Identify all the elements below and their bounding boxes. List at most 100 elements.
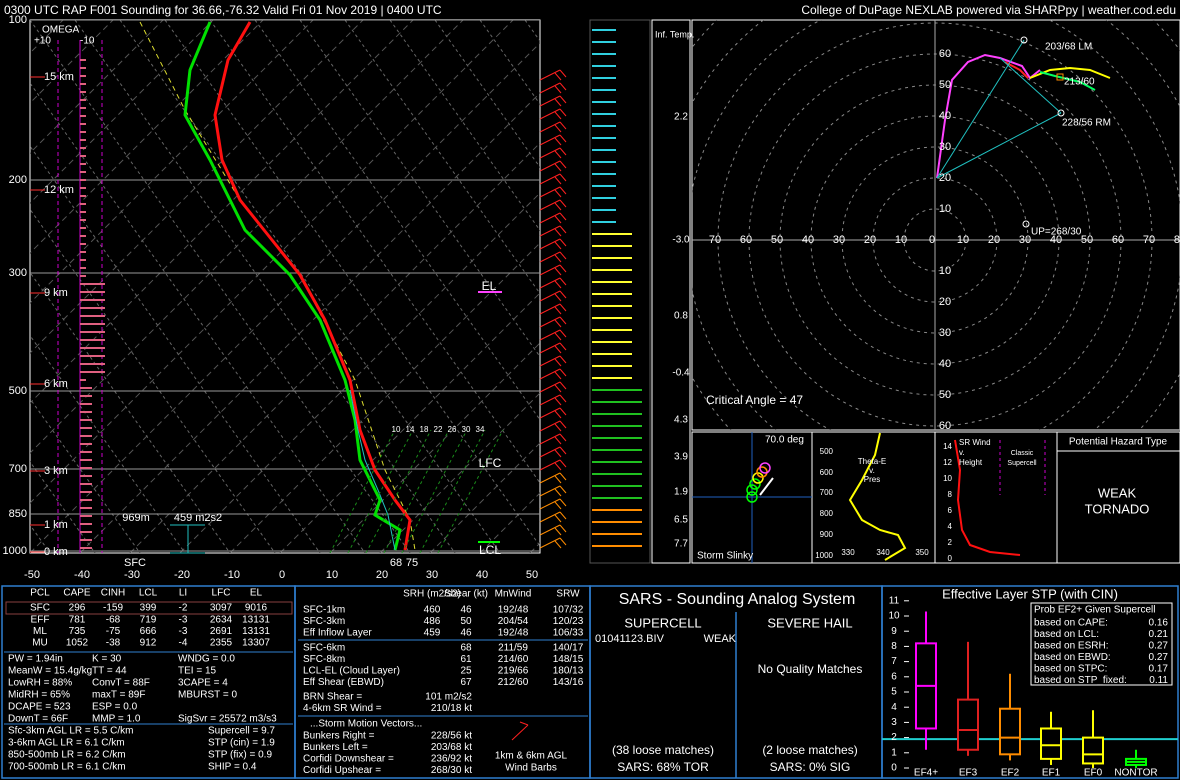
line (539, 329, 561, 341)
line (554, 436, 562, 445)
stp-xlabel: EF1 (1042, 768, 1061, 779)
line (554, 540, 562, 549)
hodo-xlabel: 50 (771, 234, 783, 246)
thermo-cell: 2355 (210, 638, 233, 649)
line (539, 212, 561, 224)
barb-caption: Wind Barbs (505, 763, 557, 774)
hodo-xlabel: 80 (1174, 234, 1180, 246)
index: K = 30 (92, 654, 122, 665)
line (936, 112, 1062, 179)
slinky-ring (759, 462, 771, 474)
line (254, 20, 540, 421)
line (559, 368, 567, 377)
temp-label: 20 (376, 569, 388, 581)
hodo-xlabel: 60 (1112, 234, 1124, 246)
stp-ytick: 6 (891, 671, 897, 682)
thermo-header: LFC (212, 588, 231, 599)
line (559, 225, 567, 234)
line (347, 429, 414, 553)
motion: Corfidi Downshear = (303, 754, 394, 765)
thermo-cell: -2 (179, 603, 188, 614)
kin-brn: 4-6km SR Wind = (303, 703, 382, 714)
title: 0300 UTC RAP F001 Sounding for 36.66,-76… (4, 3, 442, 17)
thermo-cell: 912 (140, 638, 157, 649)
line (119, 20, 501, 553)
kin-cell: 68 (460, 643, 472, 654)
inftemp-label: 6.5 (674, 515, 688, 526)
line (539, 199, 561, 211)
motion: 268/30 kt (431, 765, 472, 776)
wetbulb-label: 34 (476, 425, 485, 434)
line (554, 319, 562, 328)
profile (139, 21, 416, 551)
line (179, 192, 540, 553)
profile (848, 432, 907, 561)
line (79, 92, 540, 553)
line (554, 137, 562, 146)
inftemp-label: 1.9 (674, 487, 688, 498)
line (539, 537, 561, 549)
hodo-ylabel: 60 (939, 420, 951, 432)
omega-title: OMEGA (42, 25, 80, 36)
slinky-ring (749, 478, 761, 490)
sars-match: 01041123.BIV (595, 633, 665, 645)
kin-brn: 101 m2/s2 (425, 692, 472, 703)
sars-sig: SARS: 0% SIG (770, 760, 851, 774)
line (554, 384, 562, 393)
motion: Bunkers Right = (303, 731, 375, 742)
line (559, 485, 567, 494)
stp-ytick: 9 (891, 626, 897, 637)
kin-cell: 50 (460, 616, 472, 627)
line (559, 459, 567, 468)
line (401, 429, 468, 553)
stp-ytick: 10 (888, 611, 900, 622)
index: TEI = 15 (178, 666, 217, 677)
legend-value: 0.16 (1149, 618, 1169, 629)
line (554, 332, 562, 341)
line (559, 355, 567, 364)
thermo-cell: -3 (179, 626, 188, 637)
line (539, 95, 561, 107)
line (554, 267, 562, 276)
hazard-title: Potential Hazard Type (1069, 437, 1168, 448)
thermo-cell: -4 (179, 638, 188, 649)
kin-cell: 140/17 (553, 643, 584, 654)
sars-loose: (38 loose matches) (612, 743, 714, 757)
hodo-plot (692, 20, 1180, 430)
thermo-cell: 666 (140, 626, 157, 637)
hodo-frame (691, 19, 1180, 431)
line (554, 111, 562, 120)
line (554, 176, 562, 185)
line (299, 20, 540, 358)
line (999, 57, 1062, 114)
line (539, 251, 561, 263)
kin-cell: LCL-EL (Cloud Layer) (303, 666, 400, 677)
line (539, 394, 561, 406)
hodo-ylabel: 40 (939, 358, 951, 370)
line (539, 316, 561, 328)
hodo-marker (1022, 220, 1030, 228)
wetbulb-label: 18 (420, 425, 429, 434)
height-label: 0 km (44, 546, 68, 558)
line (559, 147, 567, 156)
line (554, 72, 562, 81)
line (554, 98, 562, 107)
wetbulb-label: 22 (434, 425, 443, 434)
hodo-ylabel: 50 (939, 79, 951, 91)
line (559, 498, 567, 507)
line (554, 462, 562, 471)
srwind-ylabel: 14 (943, 442, 952, 451)
stp-ytick: 7 (891, 656, 897, 667)
index: MBURST = 0 (178, 690, 237, 701)
thetae-ylabel: 1000 (815, 551, 833, 560)
eff-srh: 459 m2s2 (174, 512, 222, 524)
el-label: EL (482, 279, 497, 293)
hodo-ylabel: 30 (939, 141, 951, 153)
index: PW = 1.94in (8, 654, 63, 665)
thermo-cell: 13131 (242, 626, 270, 637)
line (539, 420, 561, 432)
srwind-tag: Supercell (1007, 460, 1037, 467)
index: MeanW = 15.4g/kg (8, 666, 92, 677)
srwind-ylabel: 10 (943, 474, 952, 483)
hazard-frame (1056, 431, 1180, 564)
